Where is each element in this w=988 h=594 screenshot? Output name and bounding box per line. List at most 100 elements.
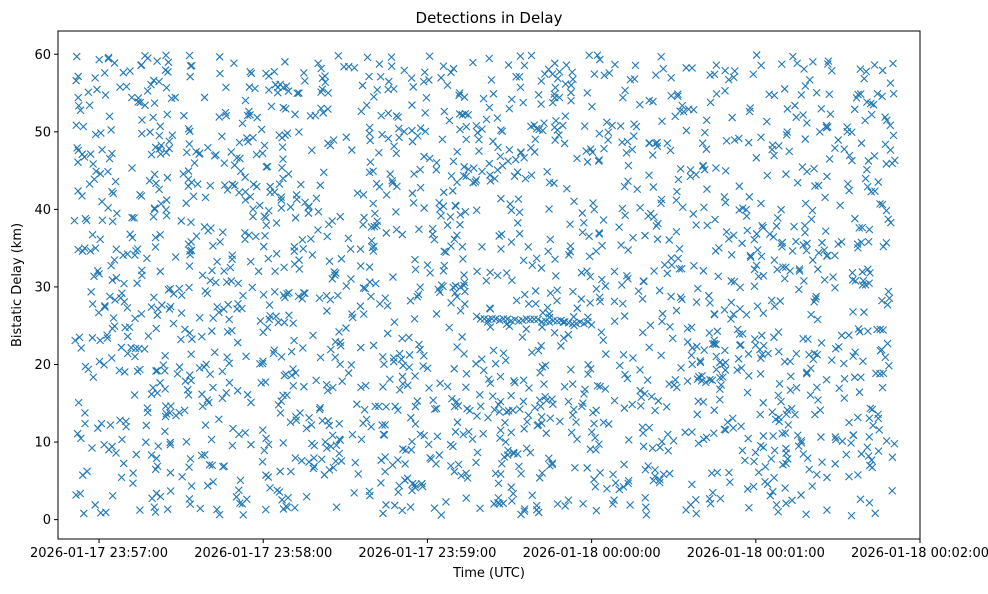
data-point [848,156,856,165]
data-point [551,255,559,264]
data-point [615,485,624,494]
data-point [810,349,819,358]
data-point [734,134,743,143]
data-point [757,61,766,70]
data-point [299,289,308,297]
data-point [101,303,109,311]
y-tick-label: 0 [43,513,51,528]
data-point [813,383,821,392]
data-point [284,87,293,96]
data-point [509,489,518,498]
data-point [175,363,184,371]
data-point [845,418,853,427]
data-point [604,420,613,428]
data-point [454,460,463,469]
data-point [596,382,605,391]
data-point [184,391,193,399]
data-point [783,105,792,113]
data-point [815,128,824,136]
data-point [768,141,777,149]
data-point [152,367,160,375]
data-point [318,85,327,94]
data-point [742,212,751,221]
data-point [347,274,355,283]
data-point [756,370,765,378]
data-point [516,83,525,92]
data-point [643,376,652,384]
data-point [843,123,852,132]
data-point [390,142,398,151]
data-point [814,396,822,404]
data-point [314,226,322,234]
data-point [583,158,592,166]
data-point [105,112,114,121]
data-point [223,185,232,194]
data-point [316,353,325,362]
data-point [442,248,450,256]
data-point [261,378,270,386]
data-point [622,149,631,157]
data-point [120,279,128,288]
data-point [775,379,784,388]
y-axis-label: Bistatic Delay (km) [10,223,25,347]
data-point [722,227,731,236]
data-point [156,378,164,387]
data-point [130,391,139,399]
data-point [884,287,893,296]
data-point [280,318,289,327]
data-point [116,416,124,425]
data-point [528,261,537,270]
data-point [469,164,478,173]
data-point [213,505,221,514]
data-point [750,282,759,291]
data-point [783,455,792,463]
data-point [827,356,836,365]
data-point [673,92,682,101]
data-point [373,85,382,94]
data-point [406,296,415,305]
data-point [318,416,327,425]
data-point [589,199,597,207]
data-point [600,71,609,80]
data-point [882,160,891,168]
data-point [309,464,318,473]
data-point [693,375,702,384]
data-point [136,506,144,514]
data-point [289,319,298,328]
data-point [413,397,422,405]
data-point [450,467,459,476]
data-point [108,324,117,333]
data-point [380,431,389,439]
data-point [616,122,625,130]
data-point [750,457,758,466]
data-point [686,166,695,174]
data-point [258,457,267,466]
data-point [152,489,161,498]
data-point [243,390,252,399]
data-point [375,182,384,191]
data-point [849,431,858,439]
data-point [328,383,337,392]
data-point [74,101,83,110]
data-point [531,135,540,144]
data-point [665,236,674,244]
data-point [260,446,269,455]
data-point [572,418,580,426]
data-point [668,334,677,343]
data-point [802,369,811,378]
data-point [439,267,448,275]
data-point [515,405,524,413]
data-point [822,375,831,384]
data-point [72,76,81,85]
data-point [555,93,564,102]
data-point [216,238,224,246]
data-point [74,146,83,155]
data-point [459,255,467,263]
data-point [715,395,724,404]
data-point [323,232,332,241]
data-point [639,442,648,451]
data-point [641,231,649,240]
data-point [409,83,418,91]
data-point [332,441,341,450]
data-point [123,349,132,358]
